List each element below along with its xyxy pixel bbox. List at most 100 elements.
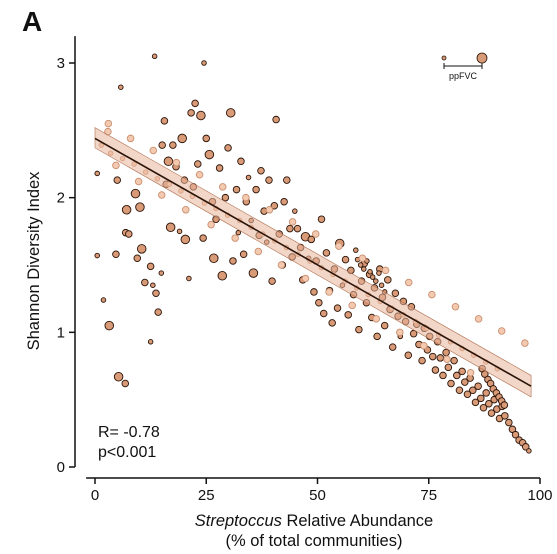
- data-point: [487, 409, 496, 417]
- data-point: [215, 164, 224, 172]
- data-point: [268, 277, 276, 285]
- data-point: [254, 247, 263, 256]
- data-point: [505, 418, 513, 427]
- data-point: [461, 378, 469, 386]
- data-point: [112, 161, 120, 170]
- data-point: [466, 368, 475, 377]
- legend-large-point: [476, 52, 488, 64]
- data-point: [315, 298, 323, 307]
- data-point: [270, 201, 279, 210]
- data-point: [113, 176, 121, 184]
- x-tick-label: 25: [198, 487, 215, 504]
- data-point: [165, 222, 176, 233]
- data-point: [335, 242, 343, 250]
- x-tick-label: 0: [91, 487, 99, 504]
- data-point: [344, 311, 352, 319]
- x-tick-label: 50: [309, 487, 326, 504]
- data-point: [443, 355, 451, 364]
- data-point: [482, 389, 490, 397]
- data-point: [163, 156, 174, 167]
- data-point: [283, 176, 291, 184]
- data-point: [501, 412, 509, 420]
- data-point: [182, 206, 190, 214]
- x-axis-label-italic: Streptoccus: [195, 512, 282, 530]
- data-point: [380, 321, 389, 330]
- data-point: [357, 262, 364, 268]
- data-point: [204, 149, 215, 160]
- data-point: [420, 342, 428, 350]
- data-point: [141, 278, 149, 287]
- data-point: [146, 262, 155, 271]
- data-point: [463, 390, 472, 399]
- data-point: [136, 244, 147, 254]
- data-point: [477, 394, 485, 403]
- data-point: [325, 288, 333, 296]
- x-axis-label-rest: Relative Abundance: [282, 512, 433, 530]
- data-point: [94, 170, 100, 177]
- x-ticks: 0 25 50 75 100: [91, 478, 553, 504]
- data-point: [150, 282, 156, 288]
- data-point: [104, 119, 113, 128]
- data-point: [229, 257, 237, 265]
- data-point: [409, 329, 418, 338]
- data-point: [485, 399, 493, 408]
- data-point: [94, 252, 100, 259]
- data-point: [237, 157, 245, 166]
- data-point: [458, 367, 466, 376]
- data-point: [149, 146, 158, 155]
- data-point: [333, 304, 342, 312]
- data-point: [152, 289, 160, 298]
- data-point: [373, 332, 381, 341]
- data-point: [113, 372, 124, 382]
- data-point: [436, 354, 445, 362]
- y-tick-label: 0: [57, 459, 65, 476]
- data-point: [235, 229, 242, 236]
- data-point: [118, 84, 124, 90]
- data-point: [104, 320, 114, 331]
- data-point: [361, 266, 367, 272]
- x-tick-label: 75: [420, 487, 437, 504]
- data-point: [265, 206, 274, 214]
- data-point: [160, 117, 169, 125]
- data-point: [479, 403, 488, 412]
- data-point: [201, 60, 207, 66]
- data-point: [373, 278, 379, 284]
- data-point: [231, 234, 239, 242]
- data-point: [431, 366, 440, 374]
- data-point: [292, 208, 298, 214]
- data-point: [225, 108, 236, 118]
- data-point: [224, 144, 232, 152]
- data-point: [310, 288, 318, 296]
- data-point: [497, 327, 506, 335]
- regression-line: [94, 137, 532, 387]
- data-point: [288, 218, 297, 226]
- data-point: [125, 230, 133, 238]
- data-point: [133, 254, 142, 263]
- data-point: [404, 351, 413, 359]
- y-tick-label: 2: [57, 190, 65, 207]
- data-point: [381, 266, 390, 275]
- data-point: [355, 325, 363, 334]
- data-point: [447, 379, 455, 388]
- data-point: [176, 228, 183, 235]
- data-point: [157, 191, 166, 199]
- data-point: [522, 443, 530, 451]
- data-point: [341, 255, 350, 264]
- data-point: [265, 176, 273, 184]
- y-tick-label: 3: [57, 55, 65, 72]
- data-point: [428, 290, 436, 299]
- data-point: [307, 235, 316, 244]
- y-ticks: 0 1 2 3: [57, 55, 75, 476]
- data-point: [239, 250, 248, 258]
- data-point: [471, 398, 480, 407]
- data-point: [242, 193, 250, 202]
- data-point: [526, 448, 532, 454]
- data-point: [311, 230, 320, 238]
- data-point: [147, 339, 154, 345]
- data-point: [207, 220, 215, 229]
- data-point: [177, 133, 187, 144]
- data-point: [248, 268, 259, 278]
- data-point: [158, 141, 166, 149]
- data-point: [151, 53, 158, 60]
